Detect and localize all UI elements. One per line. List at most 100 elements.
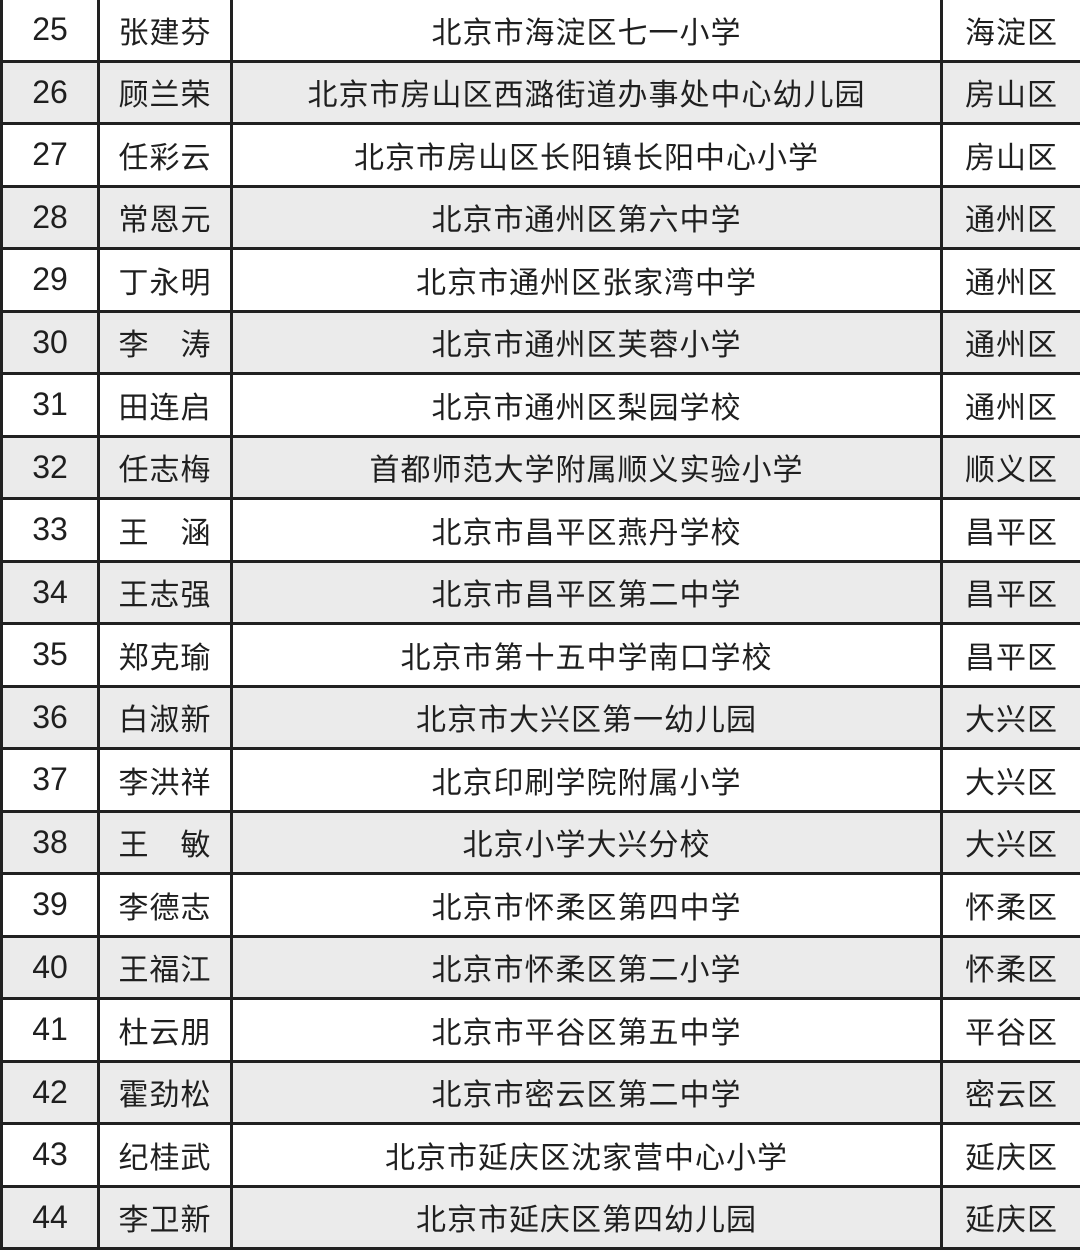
- row-number-cell: 42: [3, 1062, 100, 1125]
- row-number-cell: 43: [3, 1125, 100, 1188]
- district-cell: 大兴区: [943, 813, 1080, 875]
- table-row: 30 李 涛北京市通州区芙蓉小学 通州区: [3, 312, 1080, 375]
- row-number-cell: 39: [3, 875, 100, 938]
- table-row: 38 王 敏北京小学大兴分校 大兴区: [3, 812, 1080, 875]
- district-cell: 房山区: [943, 63, 1080, 125]
- school-cell: 北京市通州区梨园学校: [233, 375, 943, 438]
- name-cell: 任志梅: [100, 437, 233, 500]
- name-cell: 李洪祥: [100, 750, 233, 813]
- table-row: 29 丁永明 北京市通州区张家湾中学 通州区: [3, 250, 1080, 313]
- row-number-cell: 35: [3, 625, 100, 688]
- table-row: 40 王福江 北京市怀柔区第二小学 怀柔区: [3, 937, 1080, 1000]
- name-cell: 常恩元: [100, 187, 233, 250]
- table-row: 37 李洪祥 北京印刷学院附属小学 大兴区: [3, 750, 1080, 813]
- name-cell: 任彩云: [100, 125, 233, 188]
- name-cell: 纪桂武: [100, 1125, 233, 1188]
- row-number-cell: 30: [3, 312, 100, 375]
- name-cell: 李德志: [100, 875, 233, 938]
- row-number-cell: 37: [3, 750, 100, 813]
- school-cell: 首都师范大学附属顺义实验小学: [233, 437, 943, 500]
- district-cell: 怀柔区: [943, 875, 1080, 938]
- row-number-cell: 26: [3, 62, 100, 125]
- row-number-cell: 33: [3, 500, 100, 563]
- table-row: 25 张建芬 北京市海淀区七一小学 海淀区: [3, 0, 1080, 63]
- school-cell: 北京印刷学院附属小学: [233, 750, 943, 813]
- row-number-cell: 29: [3, 250, 100, 313]
- school-cell: 北京市通州区第六中学: [233, 187, 943, 250]
- name-cell: 田连启: [100, 375, 233, 438]
- school-cell: 北京小学大兴分校: [233, 812, 943, 875]
- district-cell: 昌平区: [943, 563, 1080, 625]
- row-number-cell: 32: [3, 437, 100, 500]
- table-row: 42 霍劲松 北京市密云区第二中学 密云区: [3, 1062, 1080, 1125]
- school-cell: 北京市房山区长阳镇长阳中心小学: [233, 125, 943, 188]
- name-cell: 李 涛: [100, 312, 233, 375]
- name-cell: 郑克瑜: [100, 625, 233, 688]
- district-cell: 房山区: [943, 125, 1080, 188]
- row-number-cell: 40: [3, 937, 100, 1000]
- table-row: 36 白淑新 北京市大兴区第一幼儿园 大兴区: [3, 687, 1080, 750]
- district-cell: 大兴区: [943, 750, 1080, 813]
- name-cell: 霍劲松: [100, 1062, 233, 1125]
- school-cell: 北京市怀柔区第二小学: [233, 937, 943, 1000]
- name-cell: 王福江: [100, 937, 233, 1000]
- table-row: 34 王志强 北京市昌平区第二中学 昌平区: [3, 562, 1080, 625]
- table-row: 26 顾兰荣 北京市房山区西潞街道办事处中心幼儿园 房山区: [3, 62, 1080, 125]
- table-row: 41 杜云朋 北京市平谷区第五中学 平谷区: [3, 1000, 1080, 1063]
- district-cell: 平谷区: [943, 1000, 1080, 1063]
- row-number-cell: 41: [3, 1000, 100, 1063]
- district-cell: 通州区: [943, 375, 1080, 438]
- row-number-cell: 25: [3, 0, 100, 63]
- row-number-cell: 36: [3, 687, 100, 750]
- school-cell: 北京市延庆区沈家营中心小学: [233, 1125, 943, 1188]
- district-cell: 海淀区: [943, 0, 1080, 63]
- district-cell: 密云区: [943, 1063, 1080, 1125]
- row-number-cell: 27: [3, 125, 100, 188]
- table-row: 44 李卫新 北京市延庆区第四幼儿园 延庆区: [3, 1187, 1080, 1250]
- row-number-cell: 31: [3, 375, 100, 438]
- table-row: 39 李德志 北京市怀柔区第四中学 怀柔区: [3, 875, 1080, 938]
- district-cell: 昌平区: [943, 625, 1080, 688]
- district-cell: 大兴区: [943, 688, 1080, 750]
- name-cell: 丁永明: [100, 250, 233, 313]
- name-cell: 张建芬: [100, 0, 233, 63]
- name-cell: 李卫新: [100, 1187, 233, 1250]
- school-cell: 北京市海淀区七一小学: [233, 0, 943, 63]
- table-row: 35 郑克瑜 北京市第十五中学南口学校 昌平区: [3, 625, 1080, 688]
- name-cell: 王 敏: [100, 812, 233, 875]
- school-cell: 北京市通州区张家湾中学: [233, 250, 943, 313]
- table-row: 28 常恩元 北京市通州区第六中学 通州区: [3, 187, 1080, 250]
- school-cell: 北京市大兴区第一幼儿园: [233, 687, 943, 750]
- school-cell: 北京市第十五中学南口学校: [233, 625, 943, 688]
- school-cell: 北京市通州区芙蓉小学: [233, 312, 943, 375]
- school-cell: 北京市怀柔区第四中学: [233, 875, 943, 938]
- table-row: 27 任彩云 北京市房山区长阳镇长阳中心小学 房山区: [3, 125, 1080, 188]
- district-cell: 通州区: [943, 188, 1080, 250]
- district-cell: 顺义区: [943, 438, 1080, 500]
- row-number-cell: 38: [3, 812, 100, 875]
- school-cell: 北京市平谷区第五中学: [233, 1000, 943, 1063]
- name-cell: 杜云朋: [100, 1000, 233, 1063]
- district-cell: 昌平区: [943, 500, 1080, 563]
- district-cell: 延庆区: [943, 1188, 1080, 1250]
- table-row: 33 王 涵北京市昌平区燕丹学校 昌平区: [3, 500, 1080, 563]
- name-cell: 王 涵: [100, 500, 233, 563]
- district-cell: 怀柔区: [943, 938, 1080, 1000]
- name-cell: 白淑新: [100, 687, 233, 750]
- row-number-cell: 28: [3, 187, 100, 250]
- name-cell: 王志强: [100, 562, 233, 625]
- table-row: 31 田连启 北京市通州区梨园学校 通州区: [3, 375, 1080, 438]
- district-cell: 通州区: [943, 313, 1080, 375]
- school-cell: 北京市延庆区第四幼儿园: [233, 1187, 943, 1250]
- name-cell: 顾兰荣: [100, 62, 233, 125]
- table-row: 43 纪桂武 北京市延庆区沈家营中心小学 延庆区: [3, 1125, 1080, 1188]
- school-cell: 北京市昌平区燕丹学校: [233, 500, 943, 563]
- school-cell: 北京市密云区第二中学: [233, 1062, 943, 1125]
- school-cell: 北京市昌平区第二中学: [233, 562, 943, 625]
- table-row: 32 任志梅 首都师范大学附属顺义实验小学 顺义区: [3, 437, 1080, 500]
- district-cell: 通州区: [943, 250, 1080, 313]
- district-cell: 延庆区: [943, 1125, 1080, 1188]
- row-number-cell: 34: [3, 562, 100, 625]
- school-cell: 北京市房山区西潞街道办事处中心幼儿园: [233, 62, 943, 125]
- row-number-cell: 44: [3, 1187, 100, 1250]
